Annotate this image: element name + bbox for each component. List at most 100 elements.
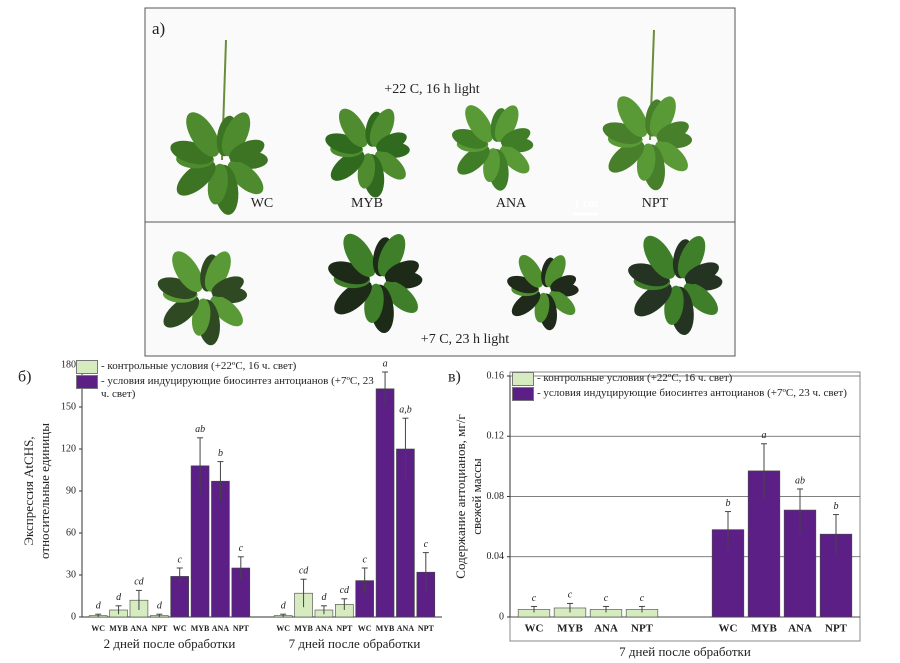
photo-caption: +22 C, 16 h light xyxy=(384,82,480,97)
significance-letter: d xyxy=(321,592,327,603)
line-label: ANA xyxy=(496,196,527,211)
significance-letter: c xyxy=(640,593,645,604)
legend-item: - условия индуцирующие биосинтез антоциа… xyxy=(512,387,872,401)
legend-item: - контрольные условия (+22ºC, 16 ч. свет… xyxy=(76,360,376,374)
leaf xyxy=(334,280,372,315)
panel-label: б) xyxy=(18,369,31,386)
x-tick-label: WC xyxy=(525,623,544,635)
significance-letter: d xyxy=(157,600,163,611)
leaf xyxy=(330,150,365,181)
significance-letter: b xyxy=(726,498,731,509)
leaf xyxy=(677,236,706,279)
legend-label: - контрольные условия (+22ºC, 16 ч. свет… xyxy=(537,372,733,384)
significance-letter: a xyxy=(383,358,388,369)
significance-letter: cd xyxy=(134,577,144,588)
x-tick-label: ANA xyxy=(130,624,148,633)
y-tick-label: 30 xyxy=(66,569,76,580)
significance-letter: ab xyxy=(195,424,205,435)
y-tick-label: 180 xyxy=(61,359,76,370)
y-tick-label: 0.08 xyxy=(487,491,505,502)
leaf xyxy=(376,132,407,152)
leaf xyxy=(549,290,576,316)
leaf xyxy=(643,235,676,279)
group-label: 2 дней после обработки xyxy=(104,636,236,651)
y-tick-label: 120 xyxy=(61,443,76,454)
leaf xyxy=(338,108,369,148)
y-axis-label: свежей массы xyxy=(469,458,484,535)
legend-swatch xyxy=(512,372,534,386)
leaf xyxy=(369,108,395,147)
significance-letter: c xyxy=(568,590,573,601)
x-tick-label: MYB xyxy=(376,624,395,633)
y-tick-label: 60 xyxy=(66,527,76,538)
significance-letter: cd xyxy=(299,565,309,576)
panel-label: а) xyxy=(152,19,165,38)
leaf xyxy=(544,255,566,288)
legend-swatch xyxy=(76,360,98,374)
legend: - контрольные условия (+22ºC, 16 ч. свет… xyxy=(512,372,872,402)
group-label: 7 дней после обработки xyxy=(619,644,751,659)
y-tick-label: 90 xyxy=(66,485,76,496)
significance-letter: c xyxy=(532,593,537,604)
x-tick-label: NPT xyxy=(336,624,353,633)
leaf xyxy=(186,112,220,157)
leaf xyxy=(655,140,688,172)
significance-letter: a,b xyxy=(399,404,412,415)
legend: - контрольные условия (+22ºC, 16 ч. свет… xyxy=(76,360,376,402)
group-label: 7 дней после обработки xyxy=(289,636,421,651)
leaf xyxy=(211,276,244,297)
leaf xyxy=(343,233,376,277)
x-tick-label: NPT xyxy=(233,624,250,633)
leaf xyxy=(172,251,203,293)
leaf xyxy=(656,121,689,142)
leaf xyxy=(210,295,243,327)
significance-letter: a xyxy=(762,430,767,441)
y-tick-label: 0 xyxy=(499,611,504,622)
leaf xyxy=(499,145,530,174)
y-tick-label: 150 xyxy=(61,401,76,412)
leaf xyxy=(229,139,265,163)
significance-letter: d xyxy=(116,592,122,603)
y-tick-label: 0.12 xyxy=(487,431,505,442)
legend-swatch xyxy=(76,375,98,389)
leaf xyxy=(176,160,216,196)
leaf xyxy=(383,280,419,313)
leaf xyxy=(550,275,577,292)
y-axis-label: Экспрессия AtCHS, xyxy=(21,436,36,545)
leaf xyxy=(457,145,490,175)
x-tick-label: WC xyxy=(91,624,105,633)
photo-caption: +7 C, 23 h light xyxy=(421,332,510,347)
y-tick-label: 0.16 xyxy=(487,370,505,381)
leaf xyxy=(649,96,676,137)
y-tick-label: 0.04 xyxy=(487,551,505,562)
legend-swatch xyxy=(512,387,534,401)
leaf xyxy=(221,112,251,157)
x-tick-label: MYB xyxy=(191,624,210,633)
scale-label: 1 cm xyxy=(574,196,598,210)
leaf xyxy=(634,282,672,317)
leaf xyxy=(608,140,645,173)
legend-label: - условия индуцирующие биосинтез антоциа… xyxy=(101,375,374,400)
leaf xyxy=(494,105,519,143)
x-tick-label: MYB xyxy=(294,624,313,633)
x-tick-label: ANA xyxy=(315,624,333,633)
bar xyxy=(375,388,395,618)
leaf xyxy=(163,295,200,328)
plants xyxy=(157,29,723,346)
leaf xyxy=(204,251,231,292)
leaf xyxy=(518,254,544,288)
legend-item: - контрольные условия (+22ºC, 16 ч. свет… xyxy=(512,372,872,386)
legend-label: - контрольные условия (+22ºC, 16 ч. свет… xyxy=(101,360,297,372)
leaf xyxy=(384,260,419,283)
x-tick-label: ANA xyxy=(594,623,618,635)
leaf xyxy=(683,282,719,315)
significance-letter: c xyxy=(362,554,367,565)
significance-letter: cd xyxy=(340,585,350,596)
significance-letter: d xyxy=(281,600,287,611)
x-tick-label: ANA xyxy=(788,623,812,635)
y-axis-label: относительные единицы xyxy=(37,423,52,559)
panel-label: в) xyxy=(448,369,461,386)
x-tick-label: WC xyxy=(276,624,290,633)
significance-letter: d xyxy=(96,600,102,611)
